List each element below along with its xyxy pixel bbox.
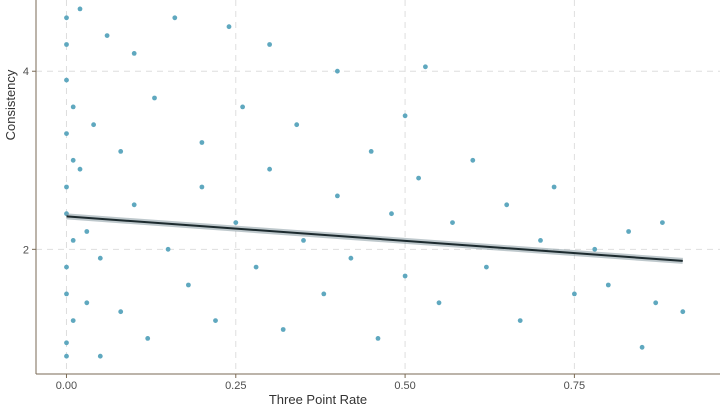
data-point-10 (64, 291, 69, 297)
data-point-51 (402, 273, 408, 279)
data-point-67 (653, 300, 659, 306)
data-point-57 (484, 264, 489, 270)
data-point-36 (240, 104, 246, 110)
data-point-42 (301, 238, 306, 243)
data-point-20 (97, 255, 103, 261)
data-point-55 (450, 220, 455, 226)
data-point-63 (592, 246, 598, 252)
axis-ticks: 0.00 0.25 0.50 0.75 2 4 (23, 66, 585, 392)
data-point-46 (348, 255, 354, 261)
data-point-0 (64, 15, 69, 21)
y-tick-label-0: 2 (23, 244, 29, 256)
data-point-16 (84, 229, 90, 234)
x-tick-label-3: 0.75 (564, 380, 585, 392)
data-point-65 (626, 229, 631, 234)
data-point-32 (199, 184, 205, 190)
data-point-15 (77, 166, 83, 172)
data-point-5 (70, 157, 76, 163)
data-point-28 (165, 246, 171, 252)
data-point-59 (517, 318, 523, 323)
data-point-6 (64, 184, 69, 190)
data-point-66 (639, 344, 645, 350)
data-point-22 (118, 149, 124, 154)
data-point-41 (294, 122, 300, 128)
data-point-61 (551, 184, 557, 190)
y-tick-label-1: 4 (23, 66, 29, 78)
data-point-14 (77, 6, 83, 12)
data-point-60 (538, 238, 543, 243)
data-point-47 (368, 149, 374, 154)
fit-line (66, 215, 683, 262)
data-point-43 (321, 291, 327, 297)
x-axis-title: Three Point Rate (269, 392, 367, 405)
data-point-9 (64, 264, 69, 270)
data-point-35 (233, 220, 239, 226)
data-point-24 (131, 51, 137, 56)
x-tick-label-1: 0.25 (225, 380, 246, 392)
data-point-27 (152, 95, 157, 101)
data-point-2 (64, 77, 69, 83)
data-point-18 (91, 122, 96, 128)
data-point-37 (253, 264, 259, 270)
data-point-33 (213, 318, 218, 323)
data-point-4 (64, 131, 69, 137)
regression-fit (66, 213, 683, 264)
grid-lines (36, 0, 720, 374)
data-point-21 (104, 33, 110, 38)
data-point-62 (572, 291, 577, 297)
data-point-50 (402, 113, 408, 119)
data-point-45 (335, 193, 340, 199)
data-point-26 (145, 336, 151, 341)
data-point-48 (375, 336, 381, 341)
data-point-3 (70, 104, 76, 110)
data-point-19 (97, 353, 103, 359)
data-point-53 (423, 64, 428, 70)
data-point-34 (226, 24, 232, 30)
data-point-56 (470, 157, 476, 163)
data-point-25 (131, 202, 137, 208)
y-axis-title: Consistency (3, 69, 18, 140)
data-point-58 (504, 202, 510, 208)
data-point-11 (70, 318, 76, 323)
data-point-49 (389, 211, 394, 217)
data-point-44 (335, 68, 340, 74)
data-point-54 (436, 300, 442, 306)
data-point-30 (186, 282, 191, 288)
data-point-23 (118, 309, 124, 315)
data-point-8 (70, 238, 76, 243)
data-point-69 (680, 309, 686, 315)
data-point-68 (660, 220, 665, 226)
data-point-29 (172, 15, 178, 21)
x-tick-label-0: 0.00 (56, 380, 77, 392)
x-tick-label-2: 0.50 (394, 380, 415, 392)
data-points (64, 6, 686, 359)
data-point-40 (280, 327, 286, 332)
data-point-12 (64, 340, 69, 346)
data-point-64 (605, 282, 611, 288)
data-point-31 (199, 140, 205, 145)
data-point-13 (64, 353, 69, 359)
data-point-17 (84, 300, 90, 306)
data-point-39 (267, 166, 272, 172)
data-point-52 (416, 175, 421, 181)
data-point-1 (64, 42, 69, 47)
data-point-38 (267, 42, 272, 47)
